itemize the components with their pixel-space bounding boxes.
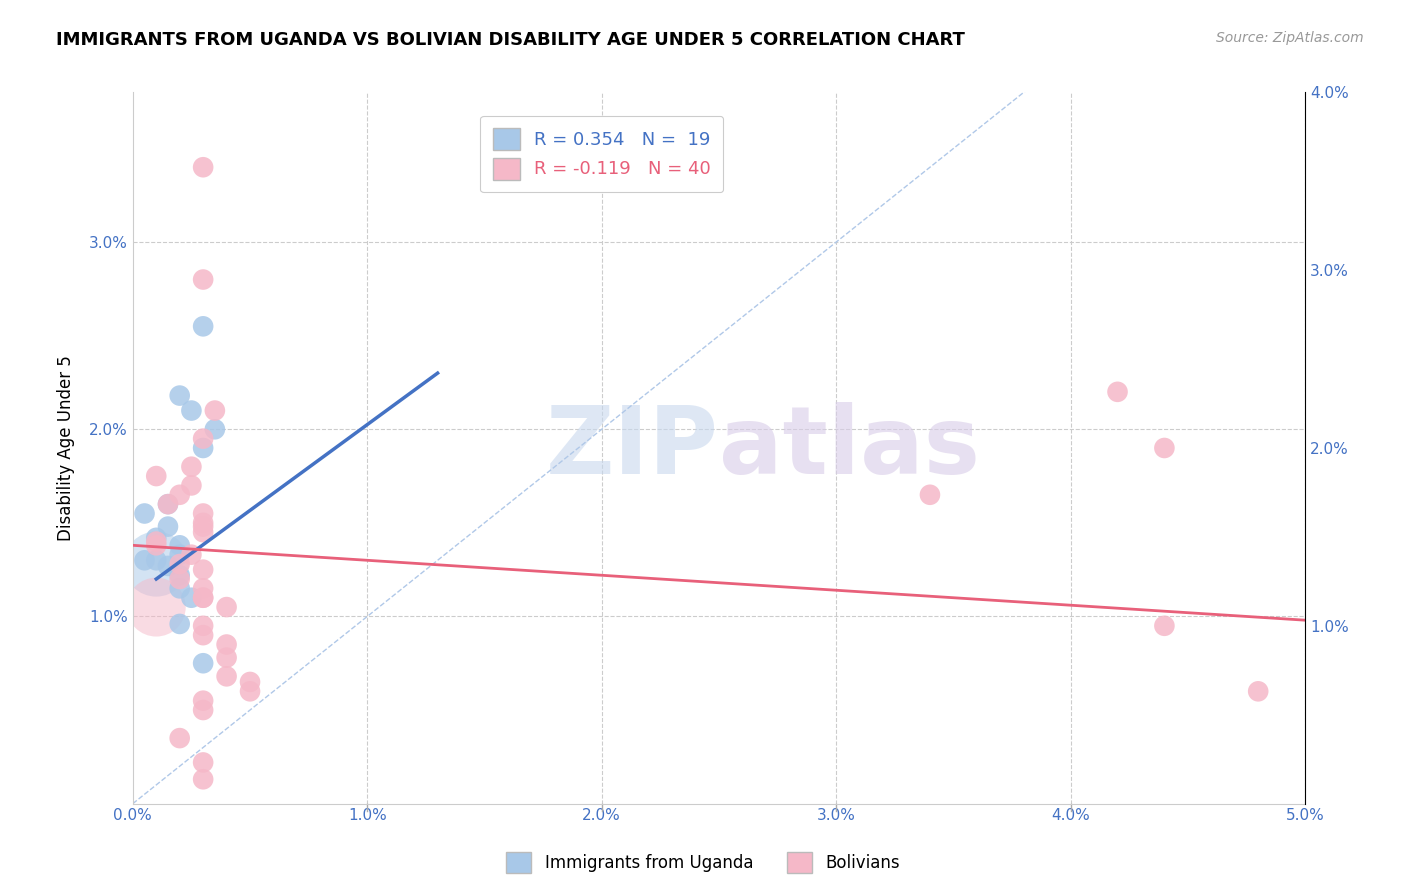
Point bbox=[191, 756, 214, 770]
Point bbox=[169, 488, 191, 502]
Point bbox=[156, 558, 179, 573]
Point bbox=[215, 600, 238, 615]
Point bbox=[180, 478, 202, 492]
Point bbox=[169, 388, 191, 402]
Point bbox=[134, 507, 156, 521]
Text: IMMIGRANTS FROM UGANDA VS BOLIVIAN DISABILITY AGE UNDER 5 CORRELATION CHART: IMMIGRANTS FROM UGANDA VS BOLIVIAN DISAB… bbox=[56, 31, 965, 49]
Y-axis label: Disability Age Under 5: Disability Age Under 5 bbox=[58, 355, 75, 541]
Point bbox=[1247, 684, 1270, 698]
Point bbox=[239, 684, 262, 698]
Point bbox=[145, 553, 167, 567]
Point bbox=[191, 441, 214, 455]
Point bbox=[191, 563, 214, 577]
Point bbox=[191, 619, 214, 633]
Point bbox=[918, 488, 941, 502]
Point bbox=[145, 469, 167, 483]
Point bbox=[169, 582, 191, 596]
Point bbox=[1153, 619, 1175, 633]
Point bbox=[215, 650, 238, 665]
Point bbox=[191, 432, 214, 446]
Point bbox=[169, 538, 191, 552]
Point bbox=[145, 531, 167, 545]
Point bbox=[169, 731, 191, 745]
Point bbox=[204, 422, 226, 436]
Point bbox=[145, 538, 167, 552]
Point bbox=[215, 669, 238, 683]
Point bbox=[169, 568, 191, 582]
Point bbox=[1153, 441, 1175, 455]
Text: Source: ZipAtlas.com: Source: ZipAtlas.com bbox=[1216, 31, 1364, 45]
Point bbox=[191, 507, 214, 521]
Point bbox=[145, 557, 167, 571]
Legend: Immigrants from Uganda, Bolivians: Immigrants from Uganda, Bolivians bbox=[499, 846, 907, 880]
Legend: R = 0.354   N =  19, R = -0.119   N = 40: R = 0.354 N = 19, R = -0.119 N = 40 bbox=[479, 116, 724, 192]
Point bbox=[156, 497, 179, 511]
Point bbox=[145, 534, 167, 549]
Point bbox=[180, 403, 202, 417]
Point bbox=[134, 553, 156, 567]
Point bbox=[191, 525, 214, 540]
Point bbox=[169, 616, 191, 631]
Point bbox=[191, 657, 214, 671]
Point bbox=[156, 497, 179, 511]
Point bbox=[156, 519, 179, 533]
Point bbox=[191, 591, 214, 605]
Point bbox=[204, 403, 226, 417]
Point bbox=[191, 703, 214, 717]
Point bbox=[1107, 384, 1129, 399]
Point bbox=[169, 548, 191, 562]
Point bbox=[191, 272, 214, 286]
Point bbox=[191, 591, 214, 605]
Point bbox=[191, 516, 214, 530]
Point bbox=[191, 582, 214, 596]
Point bbox=[239, 675, 262, 690]
Point bbox=[180, 548, 202, 562]
Point bbox=[191, 694, 214, 708]
Point bbox=[169, 557, 191, 571]
Point bbox=[180, 591, 202, 605]
Point bbox=[169, 572, 191, 586]
Point bbox=[191, 519, 214, 533]
Text: ZIP: ZIP bbox=[546, 402, 718, 494]
Point bbox=[191, 772, 214, 787]
Point bbox=[191, 160, 214, 174]
Point bbox=[215, 638, 238, 652]
Point bbox=[145, 600, 167, 615]
Point bbox=[191, 319, 214, 334]
Text: atlas: atlas bbox=[718, 402, 980, 494]
Point bbox=[180, 459, 202, 474]
Point bbox=[191, 628, 214, 642]
